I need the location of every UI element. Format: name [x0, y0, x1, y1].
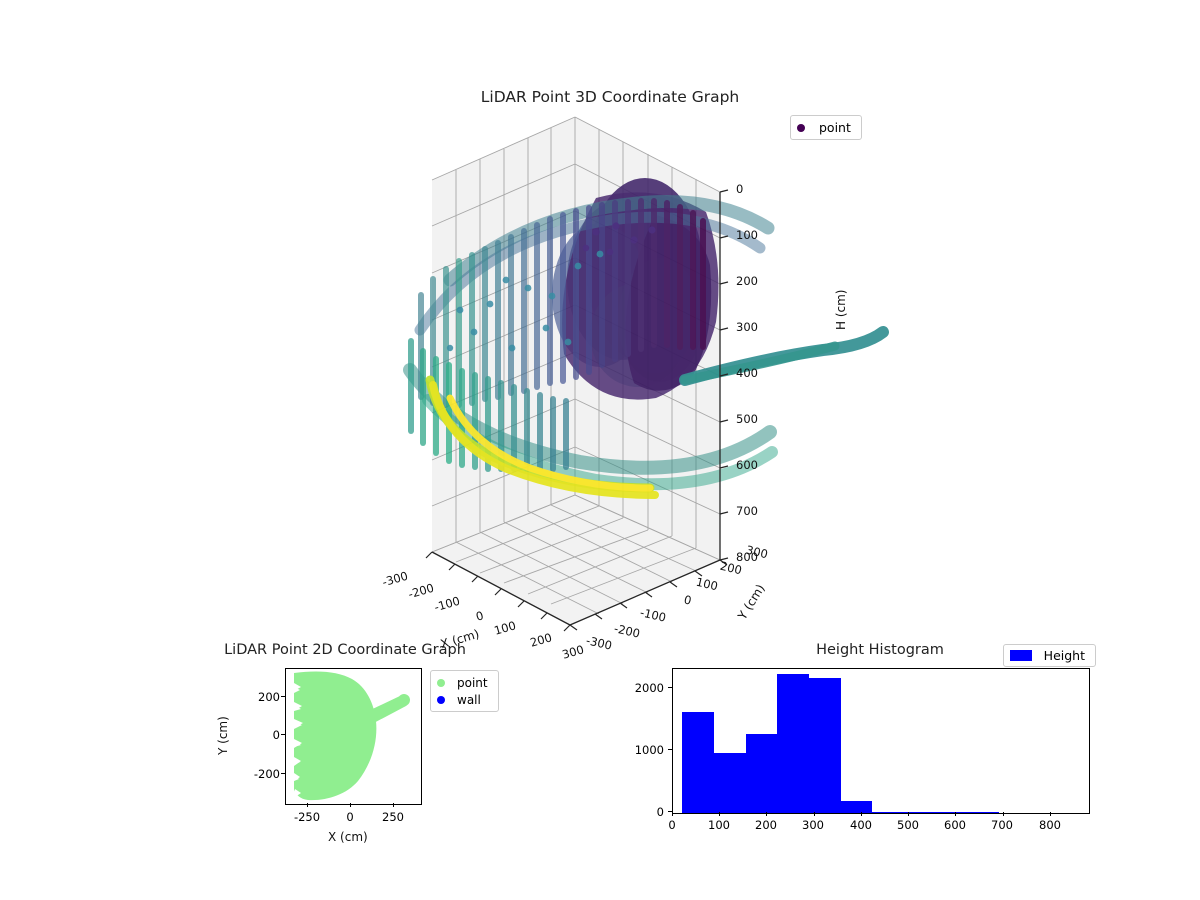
histogram-xtickmark-500: [908, 812, 909, 816]
histogram-xtick-500: 500: [897, 818, 919, 832]
plot2d-title: LiDAR Point 2D Coordinate Graph: [224, 642, 466, 658]
plot2d-xtick-250: 250: [382, 810, 404, 824]
histogram-ytick-0: 0: [656, 805, 664, 819]
histogram-xtickmark-100: [719, 812, 720, 816]
histogram-xtick-400: 400: [850, 818, 872, 832]
plot2d-ylabel: Y (cm): [216, 716, 230, 755]
plot2d-ytick--200: -200: [253, 767, 280, 781]
legend-point-label: point: [819, 120, 851, 135]
histogram-ytickmark-2000: [668, 687, 672, 688]
histogram-bar: [840, 801, 873, 813]
histogram-xtickmark-700: [1003, 812, 1004, 816]
plot3d-ztick-400: 400: [736, 366, 758, 380]
legend-point-marker-icon: [797, 123, 805, 132]
histogram-ytick-1000: 1000: [634, 743, 664, 757]
plot2d-xtickmark-0: [350, 803, 351, 807]
plot2d-ytickmark--200: [281, 773, 285, 774]
plot3d-ztick-300: 300: [736, 320, 758, 334]
histogram-bar: [935, 812, 968, 813]
legend-point-marker-icon: [437, 678, 445, 687]
histogram-ytickmark-0: [668, 811, 672, 812]
plot3d-ztick-100: 100: [736, 228, 758, 242]
plot2d-xlabel: X (cm): [328, 830, 368, 844]
plot2d-scatter: [294, 671, 410, 801]
plot2d-ytickmark-200: [281, 696, 285, 697]
histogram-xtickmark-600: [955, 812, 956, 816]
plot2d-ytick-200: 200: [258, 690, 280, 704]
histogram-xtick-800: 800: [1039, 818, 1061, 832]
histogram-bar: [967, 812, 1000, 813]
plot3d-legend[interactable]: point: [790, 115, 862, 140]
histogram-xtickmark-400: [861, 812, 862, 816]
plot2d-legend-item-wall[interactable]: wall: [437, 691, 488, 708]
plot2d-axes: [285, 668, 422, 805]
histogram-xtickmark-0: [672, 812, 673, 816]
plot2d-legend-point-label: point: [457, 675, 488, 690]
lidar-3d-plot: LiDAR Point 3D Coordinate Graph: [300, 80, 920, 662]
histogram-xtickmark-800: [1050, 812, 1051, 816]
histogram-bar: [777, 673, 810, 813]
histogram-ytick-2000: 2000: [634, 681, 664, 695]
plot3d-ztick-800: 800: [736, 550, 758, 564]
plot3d-xtick-300: 300: [560, 642, 586, 662]
histogram-xtick-100: 100: [708, 818, 730, 832]
histogram-xtick-600: 600: [944, 818, 966, 832]
lidar-2d-plot: LiDAR Point 2D Coordinate Graph: [180, 640, 540, 870]
histogram-legend[interactable]: Height: [1002, 644, 1096, 667]
plot2d-legend-wall-label: wall: [457, 692, 481, 707]
histogram-bar: [745, 734, 778, 813]
histogram-bar: [904, 812, 936, 813]
plot2d-xtick-0: 0: [346, 810, 354, 824]
plot3d-title: LiDAR Point 3D Coordinate Graph: [480, 88, 740, 106]
plot2d-legend-item-point[interactable]: point: [437, 674, 488, 691]
histogram-xtick-0: 0: [668, 818, 676, 832]
histogram-xtick-700: 700: [991, 818, 1013, 832]
histogram-xtick-200: 200: [755, 818, 777, 832]
plot2d-xtick--250: -250: [293, 810, 321, 824]
point-cloud: [403, 178, 889, 499]
histogram-title: Height Histogram: [816, 642, 944, 658]
plot2d-xtickmark-250: [393, 803, 394, 807]
histogram-xtickmark-300: [814, 812, 815, 816]
histogram-axes: [672, 668, 1090, 814]
legend-wall-marker-icon: [437, 695, 445, 704]
plot2d-xtickmark--250: [307, 803, 308, 807]
height-histogram-plot: Height Histogram Height 2000 1000 0 0 10…: [620, 640, 1100, 870]
histogram-legend-label: Height: [1043, 648, 1085, 663]
plot3d-ztick-600: 600: [736, 458, 758, 472]
plot3d-ztick-0: 0: [736, 182, 744, 196]
histogram-bar: [872, 811, 905, 813]
plot3d-zlabel: H (cm): [834, 289, 848, 331]
histogram-xtick-300: 300: [802, 818, 824, 832]
plot3d-ztick-200: 200: [736, 274, 758, 288]
histogram-bar: [682, 712, 715, 813]
plot3d-ztick-700: 700: [736, 504, 758, 518]
plot2d-ytick-0: 0: [272, 728, 280, 742]
plot2d-legend[interactable]: point wall: [430, 670, 499, 712]
histogram-xtickmark-200: [766, 812, 767, 816]
plot2d-ytickmark-0: [281, 734, 285, 735]
histogram-bar: [809, 677, 841, 813]
plot3d-axes: [403, 116, 889, 632]
histogram-ytickmark-1000: [668, 749, 672, 750]
plot3d-ztick-500: 500: [736, 412, 758, 426]
legend-height-patch-icon: [1009, 650, 1032, 661]
histogram-bar: [714, 753, 746, 813]
